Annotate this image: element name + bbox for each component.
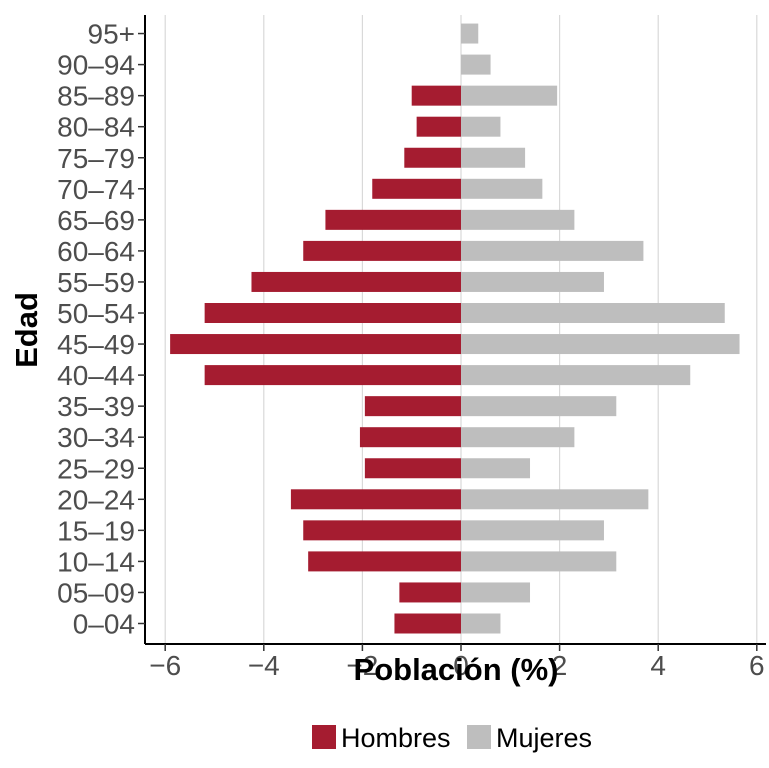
y-tick-label: 45–49 — [57, 329, 135, 360]
bar-mujeres-1 — [461, 582, 531, 603]
x-tick-label: 6 — [749, 650, 765, 681]
x-tick-label: 4 — [650, 650, 666, 681]
bar-hombres-4 — [290, 489, 461, 510]
y-tick-label: 20–24 — [57, 484, 135, 515]
bar-hombres-16 — [416, 116, 461, 137]
bar-hombres-12 — [303, 240, 461, 261]
x-tick-label: −2 — [346, 650, 378, 681]
bar-mujeres-12 — [461, 240, 644, 261]
y-tick-label: 30–34 — [57, 422, 135, 453]
bar-hombres-2 — [308, 551, 461, 572]
bar-hombres-10 — [204, 303, 461, 323]
bar-hombres-17 — [411, 85, 461, 106]
bar-mujeres-13 — [461, 209, 575, 230]
bar-mujeres-5 — [461, 458, 531, 479]
bar-mujeres-6 — [461, 427, 575, 448]
bar-mujeres-10 — [461, 303, 725, 323]
bar-hombres-3 — [303, 520, 461, 541]
y-tick-label: 60–64 — [57, 236, 135, 267]
bar-hombres-8 — [204, 365, 461, 386]
y-tick-label: 55–59 — [57, 267, 135, 298]
bar-hombres-1 — [399, 582, 461, 603]
x-tick-label: 2 — [552, 650, 568, 681]
bar-hombres-0 — [394, 613, 461, 634]
bar-mujeres-9 — [461, 334, 740, 355]
bar-hombres-6 — [359, 427, 461, 448]
y-tick-label: 0–04 — [73, 609, 135, 640]
y-tick-label: 65–69 — [57, 205, 135, 236]
bar-mujeres-0 — [461, 613, 501, 634]
y-tick-label: 75–79 — [57, 143, 135, 174]
bar-mujeres-2 — [461, 551, 617, 572]
legend-label-hombres: Hombres — [341, 723, 451, 753]
y-tick-label: 35–39 — [57, 391, 135, 422]
grid-layer — [164, 15, 758, 643]
bar-hombres-7 — [364, 396, 461, 417]
bar-mujeres-15 — [461, 147, 526, 168]
bar-hombres-9 — [170, 334, 461, 355]
y-tick-label: 50–54 — [57, 298, 135, 329]
legend: Hombres Mujeres — [312, 723, 592, 753]
y-axis-title: Edad — [9, 292, 44, 368]
x-axis-title: Población (%) — [354, 652, 559, 687]
legend-swatch-mujeres — [467, 725, 491, 749]
bar-mujeres-4 — [461, 489, 649, 510]
bar-hombres-5 — [364, 458, 461, 479]
y-tick-label: 80–84 — [57, 112, 135, 143]
bar-mujeres-19 — [461, 23, 479, 44]
y-tick-label: 05–09 — [57, 577, 135, 608]
bar-mujeres-8 — [461, 365, 691, 386]
bar-hombres-15 — [404, 147, 461, 168]
y-tick-label: 10–14 — [57, 546, 135, 577]
x-tick-label: −6 — [149, 650, 181, 681]
y-tick-label: 40–44 — [57, 360, 135, 391]
x-tick-label: 0 — [453, 650, 469, 681]
y-tick-label: 95+ — [88, 19, 136, 50]
y-tick-label: 70–74 — [57, 174, 135, 205]
y-tick-label: 25–29 — [57, 453, 135, 484]
bar-mujeres-14 — [461, 178, 543, 199]
y-tick-label: 90–94 — [57, 50, 135, 81]
bar-hombres-14 — [372, 178, 461, 199]
bar-hombres-13 — [325, 209, 461, 230]
axis-layer: 0–0405–0910–1415–1920–2425–2930–3435–394… — [57, 15, 766, 681]
y-tick-label: 85–89 — [57, 81, 135, 112]
bar-hombres-11 — [251, 271, 461, 292]
x-tick-label: −4 — [248, 650, 280, 681]
bar-mujeres-18 — [461, 54, 491, 75]
bar-mujeres-17 — [461, 85, 558, 106]
legend-swatch-hombres — [312, 725, 336, 749]
bar-mujeres-16 — [461, 116, 501, 137]
bar-layer — [170, 23, 740, 634]
legend-label-mujeres: Mujeres — [496, 723, 592, 753]
bar-mujeres-3 — [461, 520, 604, 541]
y-tick-label: 15–19 — [57, 515, 135, 546]
bar-mujeres-7 — [461, 396, 617, 417]
bar-mujeres-11 — [461, 271, 604, 292]
